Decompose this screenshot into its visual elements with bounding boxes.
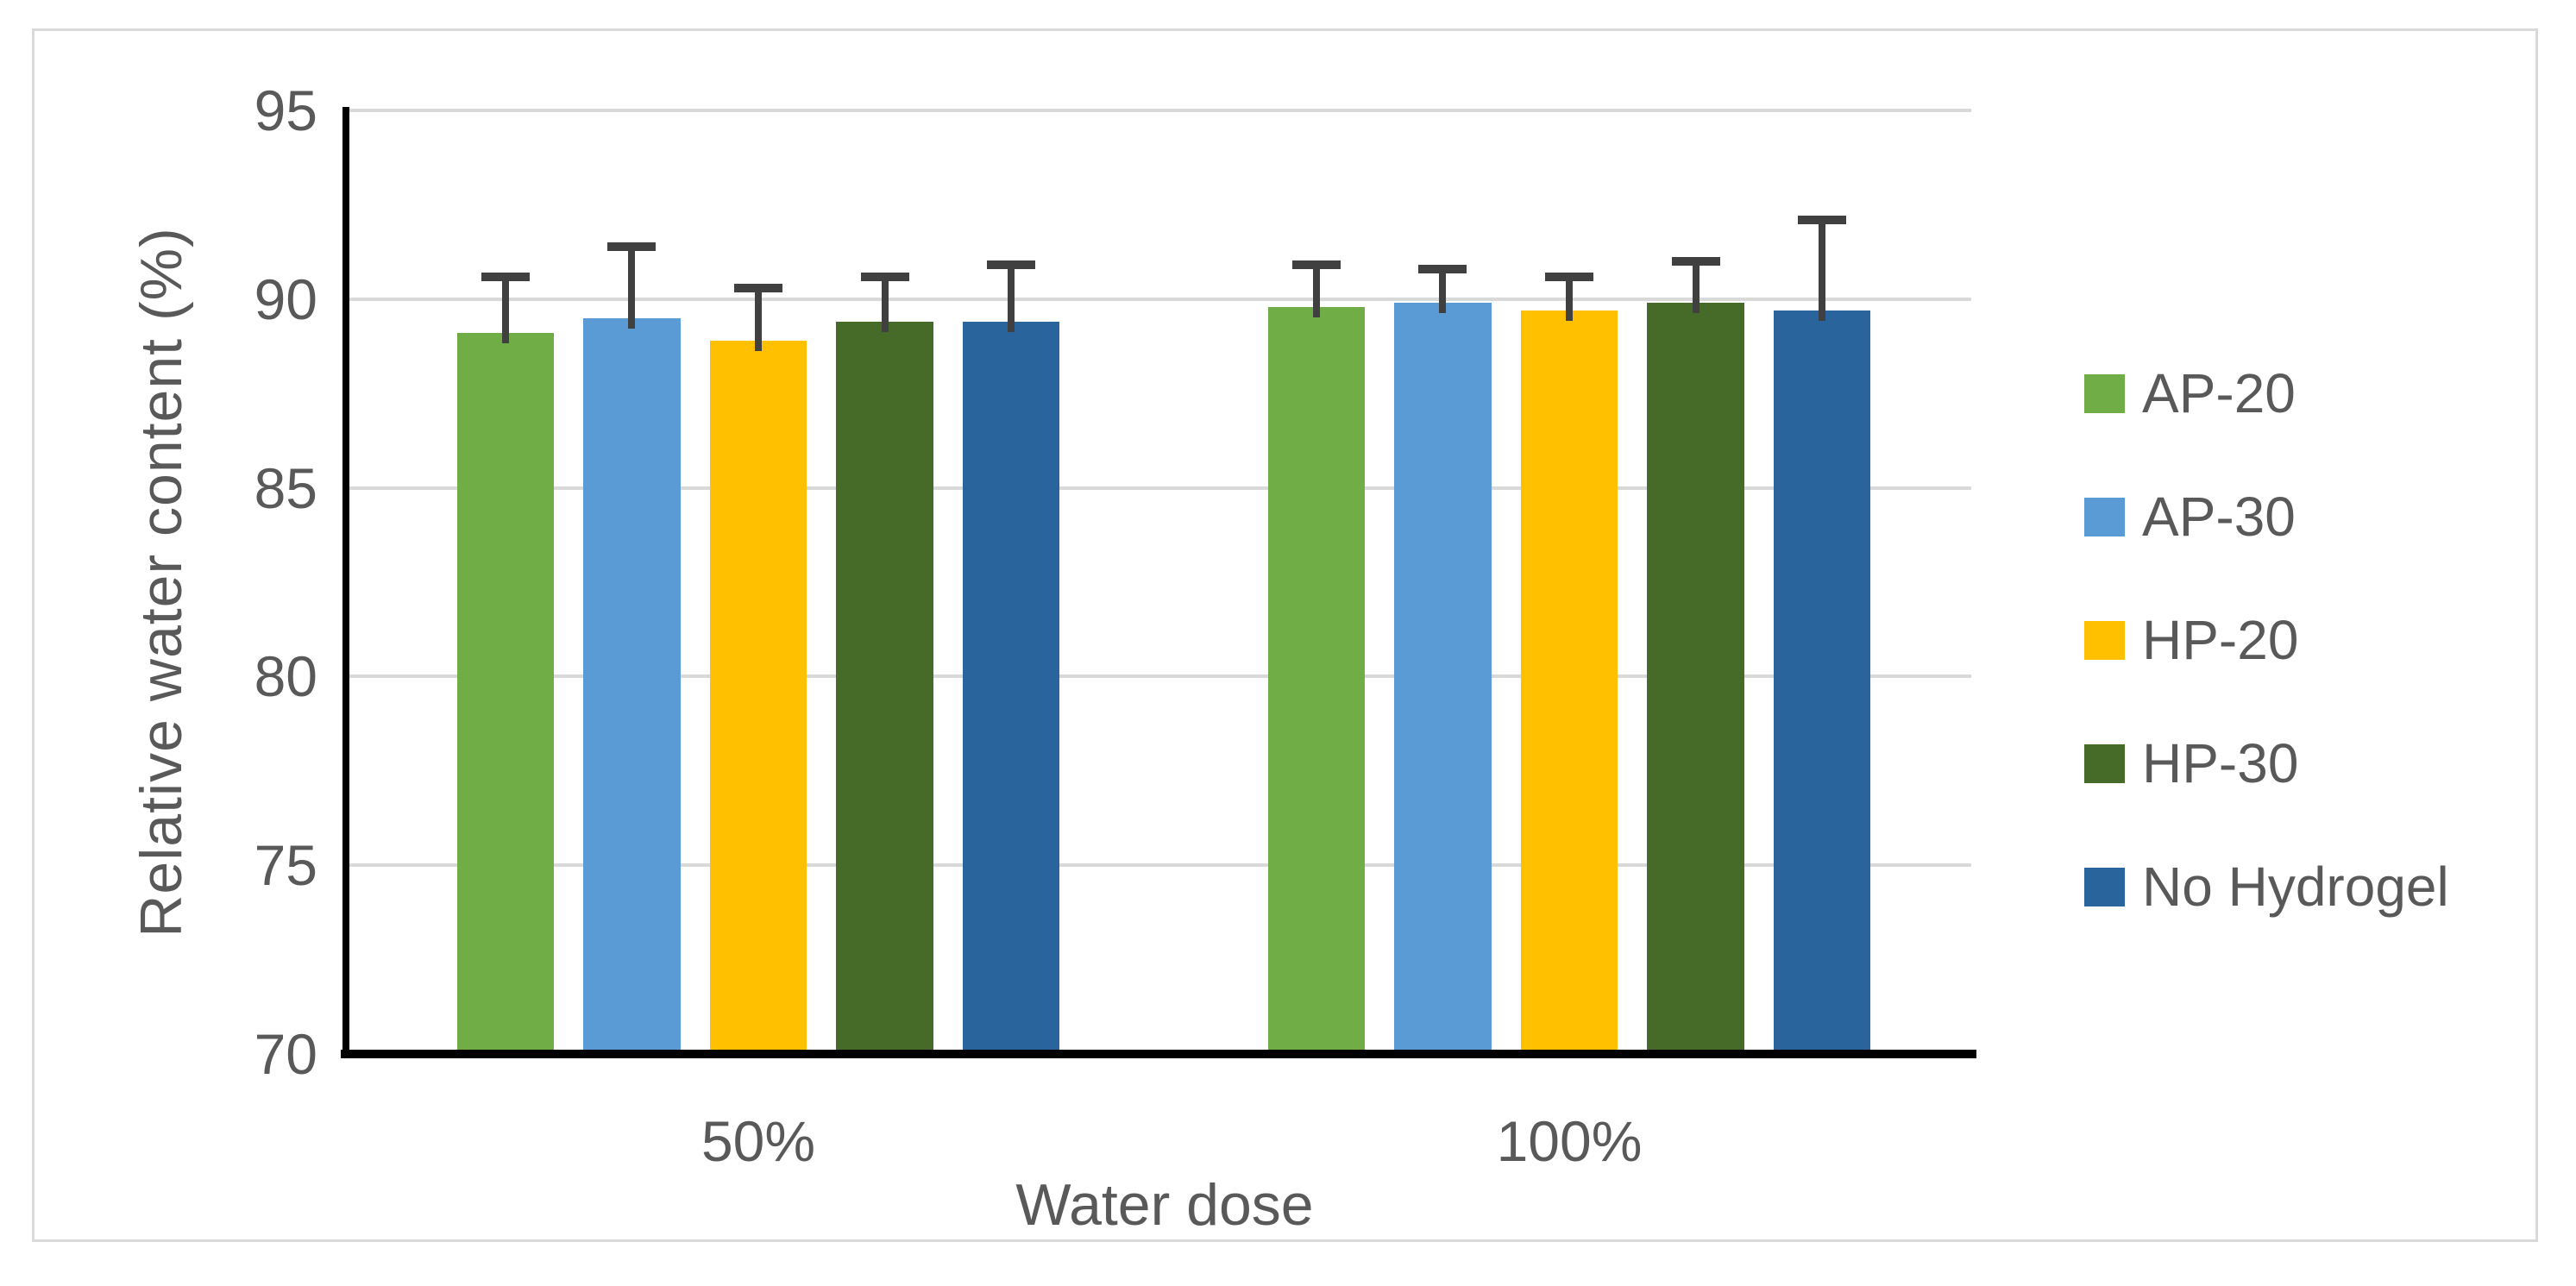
x-axis-title: Water dose [1015, 1172, 1314, 1238]
bar-AP-20-100% [1267, 306, 1366, 1054]
gridline-75 [349, 863, 1971, 868]
bar-HP-30-50% [836, 322, 933, 1054]
error-bar-cap-AP-30-100% [1418, 264, 1467, 273]
bar-HP-20-100% [1520, 310, 1618, 1054]
x-axis-line [341, 1050, 1976, 1058]
legend-swatch-AP-20 [2084, 373, 2125, 413]
error-bar-stem-AP-30-50% [628, 246, 636, 329]
error-bar-stem-HP-30-100% [1692, 261, 1700, 314]
legend-label-AP-30: AP-30 [2142, 486, 2296, 548]
legend-item-HP-20: HP-20 [2084, 602, 2449, 678]
y-axis-line [342, 107, 349, 1056]
bar-HP-30-100% [1647, 303, 1744, 1054]
legend-item-AP-30: AP-30 [2084, 479, 2449, 555]
y-tick-label-85: 85 [254, 455, 317, 520]
error-bar-cap-AP-20-100% [1291, 260, 1341, 270]
legend-item-HP-30: HP-30 [2084, 725, 2449, 801]
error-bar-cap-No Hydrogel-100% [1798, 215, 1847, 224]
error-bar-stem-HP-20-50% [755, 287, 762, 351]
legend: AP-20 AP-30 HP-20 HP-30 No Hydrogel [2084, 355, 2449, 972]
legend-label-No Hydrogel: No Hydrogel [2142, 856, 2449, 918]
error-bar-stem-No Hydrogel-100% [1819, 219, 1826, 321]
legend-item-No Hydrogel: No Hydrogel [2084, 849, 2449, 925]
legend-label-HP-20: HP-20 [2142, 609, 2299, 671]
gridline-95 [349, 109, 1971, 112]
error-bar-cap-HP-30-100% [1671, 257, 1720, 267]
legend-swatch-No Hydrogel [2084, 867, 2125, 906]
bar-No Hydrogel-50% [962, 322, 1060, 1054]
bar-AP-30-50% [583, 317, 681, 1054]
error-bar-stem-AP-20-50% [501, 276, 509, 344]
gridline-90 [349, 297, 1971, 301]
bar-HP-20-50% [709, 340, 807, 1054]
x-category-label-100%: 100% [1496, 1109, 1643, 1173]
error-bar-stem-HP-20-100% [1566, 276, 1573, 321]
plot-area [349, 109, 1971, 1054]
y-axis-title: Relative water content (%) [129, 227, 194, 938]
y-tick-label-80: 80 [254, 644, 317, 709]
bar-AP-20-50% [456, 333, 555, 1054]
legend-swatch-HP-30 [2084, 743, 2125, 783]
legend-swatch-AP-30 [2084, 497, 2125, 536]
legend-label-HP-30: HP-30 [2142, 732, 2299, 794]
error-bar-cap-AP-30-50% [607, 242, 657, 251]
x-category-label-50%: 50% [701, 1109, 816, 1173]
legend-item-AP-20: AP-20 [2084, 355, 2449, 431]
legend-label-AP-20: AP-20 [2142, 362, 2296, 424]
error-bar-cap-No Hydrogel-50% [987, 260, 1036, 270]
bar-No Hydrogel-100% [1773, 310, 1871, 1054]
error-bar-stem-AP-20-100% [1312, 265, 1320, 317]
y-tick-label-90: 90 [254, 267, 317, 331]
error-bar-cap-HP-30-50% [860, 272, 909, 281]
legend-swatch-HP-20 [2084, 620, 2125, 660]
gridline-85 [349, 486, 1971, 490]
error-bar-cap-HP-20-100% [1545, 272, 1593, 281]
y-tick-label-95: 95 [254, 78, 317, 142]
error-bar-stem-AP-30-100% [1439, 268, 1447, 314]
gridline-80 [349, 674, 1971, 679]
error-bar-cap-HP-20-50% [734, 283, 782, 292]
y-tick-label-70: 70 [254, 1022, 317, 1086]
error-bar-cap-AP-20-50% [481, 272, 530, 281]
y-tick-label-75: 75 [254, 833, 317, 898]
bar-AP-30-100% [1394, 303, 1492, 1054]
error-bar-stem-No Hydrogel-50% [1008, 265, 1015, 333]
error-bar-stem-HP-30-50% [881, 276, 889, 333]
